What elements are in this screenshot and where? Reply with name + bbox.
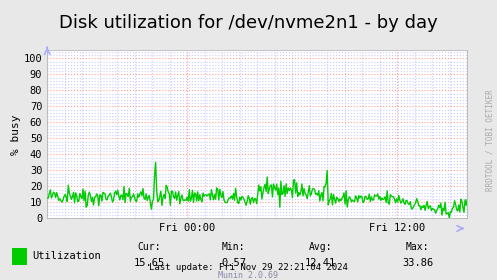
Text: 0.57: 0.57: [221, 258, 246, 268]
Text: Disk utilization for /dev/nvme2n1 - by day: Disk utilization for /dev/nvme2n1 - by d…: [59, 14, 438, 32]
Text: Utilization: Utilization: [32, 251, 100, 261]
Text: Last update: Fri Nov 29 22:21:04 2024: Last update: Fri Nov 29 22:21:04 2024: [149, 263, 348, 272]
Text: Max:: Max:: [406, 242, 429, 252]
Text: 12.41: 12.41: [305, 258, 336, 268]
Text: 15.65: 15.65: [134, 258, 165, 268]
Text: RRDTOOL / TOBI OETIKER: RRDTOOL / TOBI OETIKER: [486, 89, 495, 191]
Text: Avg:: Avg:: [309, 242, 332, 252]
Text: Munin 2.0.69: Munin 2.0.69: [219, 271, 278, 280]
Text: 33.86: 33.86: [402, 258, 433, 268]
Text: Cur:: Cur:: [137, 242, 161, 252]
FancyBboxPatch shape: [12, 248, 27, 265]
Y-axis label: % busy: % busy: [11, 114, 21, 155]
Text: Min:: Min:: [222, 242, 246, 252]
